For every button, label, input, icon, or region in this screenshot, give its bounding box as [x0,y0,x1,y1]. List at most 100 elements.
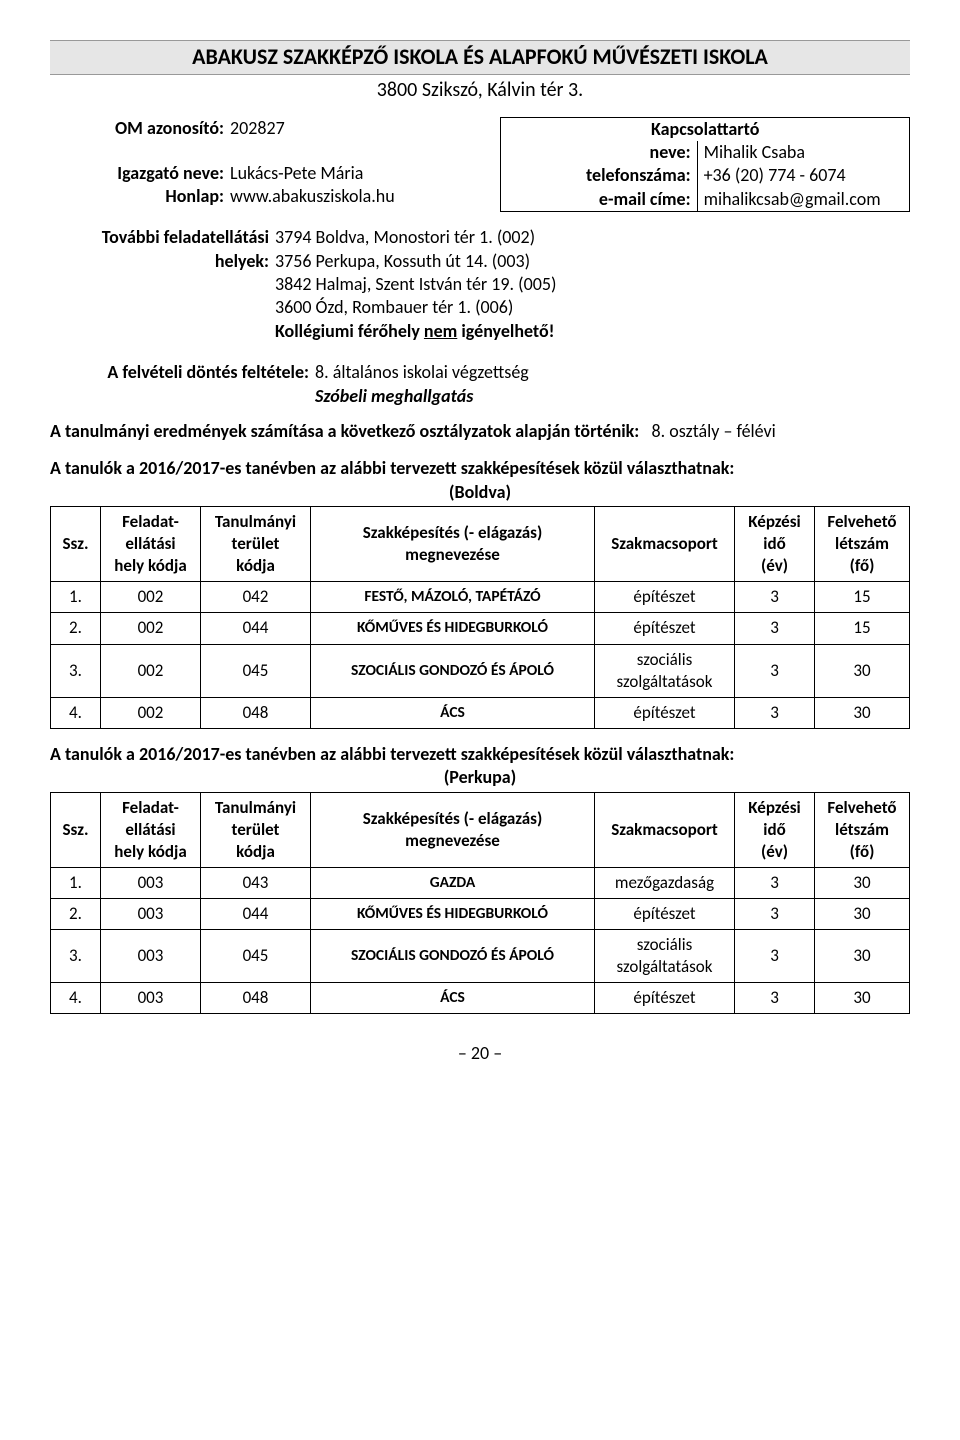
cell-terulet: 048 [201,983,311,1014]
results-line: A tanulmányi eredmények számítása a köve… [50,420,910,443]
cell-csoport: szociális szolgáltatások [595,930,735,983]
further-line-3: 3842 Halmaj, Szent István tér 19. (005) [275,273,910,296]
cell-ido: 3 [735,644,815,697]
info-row: OM azonosító: 202827 Igazgató neve: Luká… [50,117,910,213]
cell-ido: 3 [735,697,815,728]
table2-sub: (Perkupa) [50,766,910,789]
page-title: ABAKUSZ SZAKKÉPZŐ ISKOLA ÉS ALAPFOKÚ MŰV… [50,40,910,75]
cell-terulet: 044 [201,613,311,644]
cell-letszam: 30 [815,930,910,983]
cell-ido: 3 [735,983,815,1014]
table-row: 1.002042FESTŐ, MÁZOLÓ, TAPÉTÁZÓépítészet… [51,582,910,613]
dorm-prefix: Kollégiumi férőhely [275,320,424,342]
col-ido: Képzési idő (év) [735,792,815,867]
cell-letszam: 15 [815,613,910,644]
cell-ssz: 4. [51,697,101,728]
website-value: www.abakusziskola.hu [230,185,395,208]
cell-csoport: mezőgazdaság [595,867,735,898]
col-terulet: Tanulmányi terület kódja [201,507,311,582]
cell-letszam: 15 [815,582,910,613]
cell-feladat: 002 [101,644,201,697]
cell-letszam: 30 [815,867,910,898]
cell-csoport: szociális szolgáltatások [595,644,735,697]
cell-name: KŐMŰVES ÉS HIDEGBURKOLÓ [311,898,595,929]
cell-feladat: 002 [101,613,201,644]
further-line-4: 3600 Ózd, Rombauer tér 1. (006) [275,296,910,319]
cell-csoport: építészet [595,898,735,929]
cell-name: ÁCS [311,983,595,1014]
cell-ssz: 4. [51,983,101,1014]
cell-ido: 3 [735,930,815,983]
cell-ssz: 1. [51,582,101,613]
cell-csoport: építészet [595,613,735,644]
cell-name: KŐMŰVES ÉS HIDEGBURKOLÓ [311,613,595,644]
contact-phone-value: +36 (20) 774 - 6074 [697,164,909,187]
om-value: 202827 [230,117,285,140]
further-sites: További feladatellátási helyek: 3794 Bol… [50,226,910,343]
table-row: 4.002048ÁCSépítészet330 [51,697,910,728]
cell-letszam: 30 [815,697,910,728]
table2-intro: A tanulók a 2016/2017-es tanévben az alá… [50,743,910,766]
further-label-2: helyek: [215,250,269,272]
cell-ssz: 2. [51,898,101,929]
table-row: 2.003044KŐMŰVES ÉS HIDEGBURKOLÓépítészet… [51,898,910,929]
table-boldva: Ssz. Feladat- ellátási hely kódja Tanulm… [50,506,910,729]
director-label: Igazgató neve: [50,162,230,185]
cell-csoport: építészet [595,983,735,1014]
col-ssz: Ssz. [51,507,101,582]
cell-terulet: 045 [201,930,311,983]
admission-block: A felvételi döntés feltétele: 8. általán… [50,361,910,408]
cell-name: ÁCS [311,697,595,728]
col-feladat: Feladat- ellátási hely kódja [101,507,201,582]
cell-terulet: 045 [201,644,311,697]
admission-label: A felvételi döntés feltétele: [50,361,315,408]
cell-name: SZOCIÁLIS GONDOZÓ ÉS ÁPOLÓ [311,930,595,983]
contact-title: Kapcsolattartó [501,117,910,141]
table-row: 3.002045SZOCIÁLIS GONDOZÓ ÉS ÁPOLÓszociá… [51,644,910,697]
table-row: 4.003048ÁCSépítészet330 [51,983,910,1014]
cell-ssz: 3. [51,644,101,697]
cell-terulet: 043 [201,867,311,898]
cell-letszam: 30 [815,644,910,697]
page-address: 3800 Szikszó, Kálvin tér 3. [50,77,910,103]
cell-feladat: 003 [101,930,201,983]
cell-terulet: 044 [201,898,311,929]
cell-letszam: 30 [815,898,910,929]
director-value: Lukács-Pete Mária [230,162,363,185]
admission-line-2: Szóbeli meghallgatás [315,385,910,408]
cell-feladat: 003 [101,983,201,1014]
results-prefix: A tanulmányi eredmények számítása a köve… [50,420,639,442]
col-csoport: Szakmacsoport [595,792,735,867]
further-label-1: További feladatellátási [102,226,269,248]
table-perkupa: Ssz. Feladat- ellátási hely kódja Tanulm… [50,792,910,1015]
website-label: Honlap: [50,185,230,208]
cell-ido: 3 [735,613,815,644]
dorm-under: nem [424,320,457,342]
cell-ido: 3 [735,582,815,613]
results-suffix: 8. osztály – félévi [651,420,775,442]
cell-name: SZOCIÁLIS GONDOZÓ ÉS ÁPOLÓ [311,644,595,697]
cell-letszam: 30 [815,983,910,1014]
admission-line-1: 8. általános iskolai végzettség [315,361,910,384]
contact-name-label: neve: [501,141,697,164]
contact-email-value: mihalikcsab@gmail.com [697,188,909,212]
cell-terulet: 048 [201,697,311,728]
col-ssz: Ssz. [51,792,101,867]
cell-name: GAZDA [311,867,595,898]
cell-feladat: 002 [101,582,201,613]
contact-phone-label: telefonszáma: [501,164,697,187]
cell-terulet: 042 [201,582,311,613]
table-row: 1.003043GAZDAmezőgazdaság330 [51,867,910,898]
cell-ido: 3 [735,898,815,929]
table-row: 3.003045SZOCIÁLIS GONDOZÓ ÉS ÁPOLÓszociá… [51,930,910,983]
col-ido: Képzési idő (év) [735,507,815,582]
contact-name-value: Mihalik Csaba [697,141,909,164]
cell-ssz: 1. [51,867,101,898]
cell-ssz: 3. [51,930,101,983]
col-feladat: Feladat- ellátási hely kódja [101,792,201,867]
col-letszam: Felvehető létszám (fő) [815,507,910,582]
col-letszam: Felvehető létszám (fő) [815,792,910,867]
cell-feladat: 003 [101,898,201,929]
om-label: OM azonosító: [50,117,230,140]
dorm-suffix: igényelhető! [457,320,554,342]
